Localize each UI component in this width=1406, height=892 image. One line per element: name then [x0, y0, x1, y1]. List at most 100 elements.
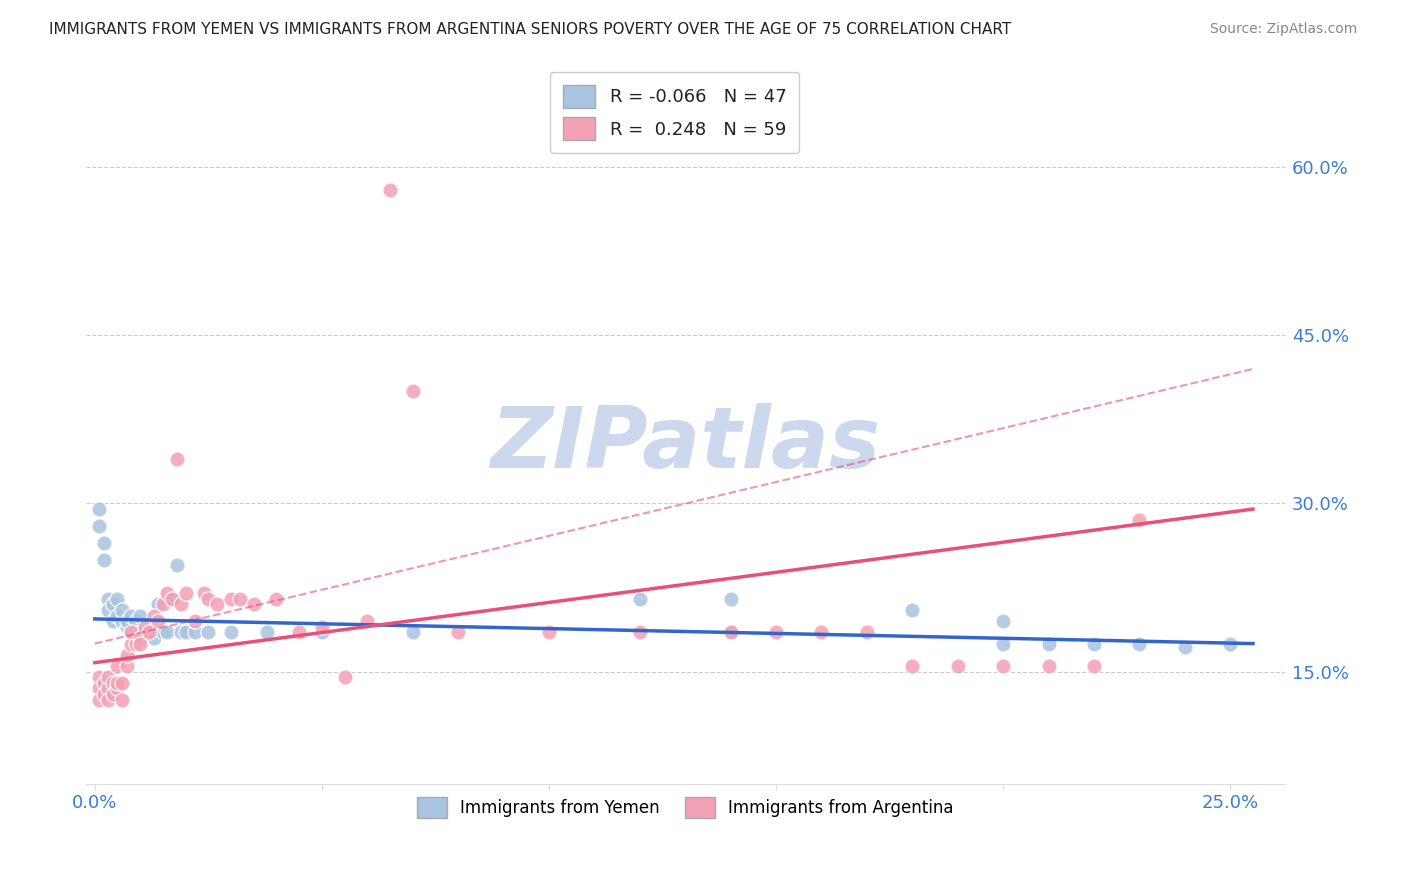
Point: [242, 598, 264, 612]
Point: [1219, 637, 1241, 651]
Point: [356, 614, 378, 628]
Point: [101, 676, 124, 690]
Point: [129, 625, 152, 640]
Point: [97, 603, 120, 617]
Point: [1038, 637, 1060, 651]
Point: [160, 591, 183, 606]
Point: [89, 681, 111, 696]
Point: [107, 591, 129, 606]
Point: [402, 625, 425, 640]
Point: [115, 614, 138, 628]
Point: [402, 384, 425, 399]
Legend: Immigrants from Yemen, Immigrants from Argentina: Immigrants from Yemen, Immigrants from A…: [411, 790, 960, 825]
Point: [720, 625, 742, 640]
Point: [115, 659, 138, 673]
Text: ZIPatlas: ZIPatlas: [491, 403, 880, 486]
Point: [991, 614, 1014, 628]
Point: [134, 620, 156, 634]
Point: [1128, 513, 1150, 527]
Point: [174, 625, 197, 640]
Point: [170, 625, 193, 640]
Point: [97, 692, 120, 706]
Point: [765, 625, 787, 640]
Point: [991, 637, 1014, 651]
Point: [219, 591, 242, 606]
Point: [207, 598, 229, 612]
Point: [311, 625, 333, 640]
Point: [89, 502, 111, 516]
Point: [101, 687, 124, 701]
Point: [197, 591, 219, 606]
Point: [901, 603, 924, 617]
Point: [93, 552, 115, 566]
Point: [111, 692, 134, 706]
Point: [1128, 637, 1150, 651]
Point: [93, 687, 115, 701]
Point: [138, 625, 160, 640]
Point: [1038, 659, 1060, 673]
Point: [129, 608, 152, 623]
Point: [152, 598, 174, 612]
Point: [124, 637, 146, 651]
Point: [107, 676, 129, 690]
Point: [134, 625, 156, 640]
Point: [129, 631, 152, 645]
Point: [107, 681, 129, 696]
Point: [229, 591, 252, 606]
Point: [89, 670, 111, 684]
Point: [156, 586, 179, 600]
Point: [447, 625, 470, 640]
Point: [219, 625, 242, 640]
Point: [991, 659, 1014, 673]
Point: [183, 614, 205, 628]
Text: IMMIGRANTS FROM YEMEN VS IMMIGRANTS FROM ARGENTINA SENIORS POVERTY OVER THE AGE : IMMIGRANTS FROM YEMEN VS IMMIGRANTS FROM…: [49, 22, 1011, 37]
Point: [378, 183, 401, 197]
Point: [142, 608, 165, 623]
Point: [166, 451, 188, 466]
Point: [101, 614, 124, 628]
Point: [107, 659, 129, 673]
Point: [152, 625, 174, 640]
Point: [120, 637, 142, 651]
Point: [156, 625, 179, 640]
Point: [1083, 637, 1105, 651]
Point: [288, 625, 311, 640]
Point: [1083, 659, 1105, 673]
Point: [946, 659, 969, 673]
Point: [93, 535, 115, 549]
Point: [120, 625, 142, 640]
Point: [810, 625, 832, 640]
Point: [166, 558, 188, 573]
Point: [120, 625, 142, 640]
Point: [160, 591, 183, 606]
Point: [89, 519, 111, 533]
Point: [129, 637, 152, 651]
Point: [115, 648, 138, 662]
Point: [93, 676, 115, 690]
Point: [148, 598, 170, 612]
Point: [628, 625, 651, 640]
Point: [107, 608, 129, 623]
Point: [1174, 640, 1197, 654]
Point: [174, 586, 197, 600]
Point: [97, 681, 120, 696]
Point: [311, 620, 333, 634]
Point: [901, 659, 924, 673]
Point: [120, 608, 142, 623]
Point: [97, 670, 120, 684]
Point: [720, 591, 742, 606]
Point: [142, 631, 165, 645]
Point: [170, 598, 193, 612]
Point: [333, 670, 356, 684]
Point: [183, 625, 205, 640]
Text: Source: ZipAtlas.com: Source: ZipAtlas.com: [1209, 22, 1357, 37]
Point: [856, 625, 879, 640]
Point: [115, 620, 138, 634]
Point: [266, 591, 288, 606]
Point: [101, 598, 124, 612]
Point: [148, 614, 170, 628]
Point: [111, 603, 134, 617]
Point: [537, 625, 560, 640]
Point: [720, 625, 742, 640]
Point: [111, 614, 134, 628]
